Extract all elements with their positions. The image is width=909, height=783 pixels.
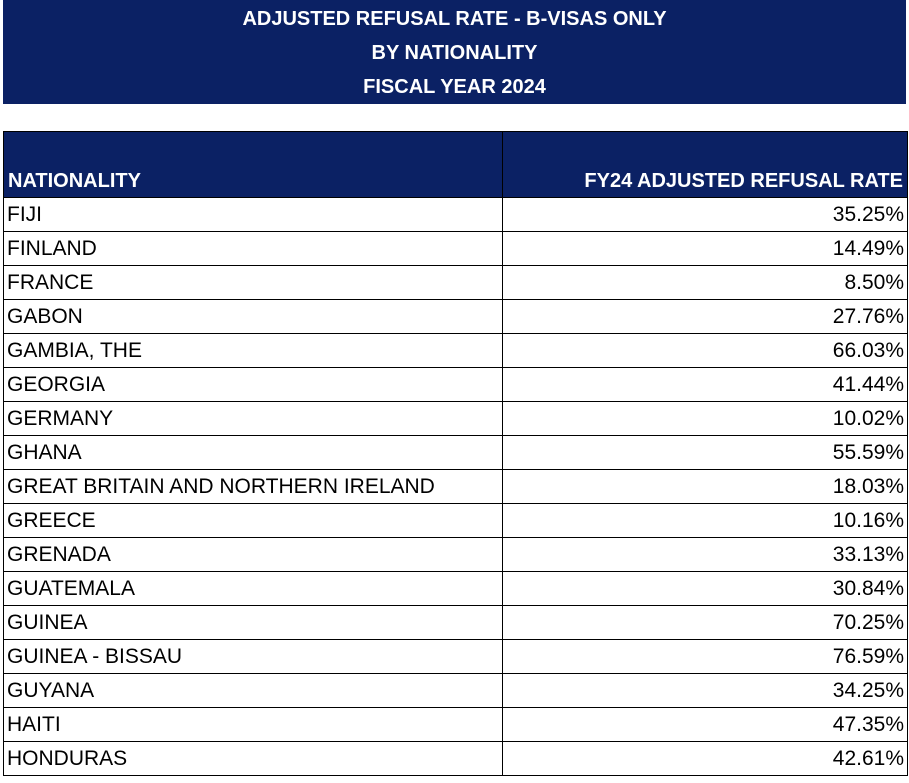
table-row: FIJI 35.25% (3, 197, 908, 232)
nationality-cell: GUATEMALA (3, 571, 503, 606)
title-line-3: FISCAL YEAR 2024 (363, 76, 546, 98)
nationality-cell: GERMANY (3, 401, 503, 436)
table-row: GUYANA 34.25% (3, 673, 908, 708)
table-row: GEORGIA 41.44% (3, 367, 908, 402)
nationality-cell: GRENADA (3, 537, 503, 572)
table-row: GHANA 55.59% (3, 435, 908, 470)
refusal-rate-cell: 33.13% (502, 537, 908, 572)
title-banner: ADJUSTED REFUSAL RATE - B-VISAS ONLY BY … (3, 0, 906, 104)
table-row: HAITI 47.35% (3, 707, 908, 742)
table-row: GREAT BRITAIN AND NORTHERN IRELAND 18.03% (3, 469, 908, 504)
nationality-cell: FINLAND (3, 231, 503, 266)
refusal-rate-cell: 8.50% (502, 265, 908, 300)
nationality-cell: GUINEA (3, 605, 503, 640)
title-line-2: BY NATIONALITY (371, 42, 538, 64)
nationality-cell: HONDURAS (3, 741, 503, 776)
table-row: GRENADA 33.13% (3, 537, 908, 572)
nationality-cell: GHANA (3, 435, 503, 470)
column-header-nationality: NATIONALITY (3, 131, 503, 198)
table-row: GABON 27.76% (3, 299, 908, 334)
table-row: FRANCE 8.50% (3, 265, 908, 300)
table-row: GAMBIA, THE 66.03% (3, 333, 908, 368)
nationality-cell: HAITI (3, 707, 503, 742)
refusal-rate-cell: 14.49% (502, 231, 908, 266)
table-body: FIJI 35.25% FINLAND 14.49% FRANCE 8.50% GABON 2… (3, 197, 908, 776)
refusal-rate-cell: 10.02% (502, 401, 908, 436)
nationality-cell: GREECE (3, 503, 503, 538)
table-row: GUINEA - BISSAU 76.59% (3, 639, 908, 674)
title-line-1: ADJUSTED REFUSAL RATE - B-VISAS ONLY (242, 8, 667, 30)
table-row: GERMANY 10.02% (3, 401, 908, 436)
refusal-rate-cell: 41.44% (502, 367, 908, 402)
nationality-cell: GUINEA - BISSAU (3, 639, 503, 674)
table-row: FINLAND 14.49% (3, 231, 908, 266)
refusal-rate-cell: 42.61% (502, 741, 908, 776)
refusal-rate-cell: 76.59% (502, 639, 908, 674)
refusal-rate-cell: 10.16% (502, 503, 908, 538)
refusal-rate-cell: 55.59% (502, 435, 908, 470)
nationality-cell: FIJI (3, 197, 503, 232)
table-header-row: NATIONALITY FY24 ADJUSTED REFUSAL RATE (3, 131, 908, 198)
column-header-rate: FY24 ADJUSTED REFUSAL RATE (502, 131, 908, 198)
refusal-rate-table: NATIONALITY FY24 ADJUSTED REFUSAL RATE F… (3, 131, 908, 776)
table-row: GREECE 10.16% (3, 503, 908, 538)
refusal-rate-cell: 70.25% (502, 605, 908, 640)
refusal-rate-cell: 66.03% (502, 333, 908, 368)
refusal-rate-cell: 34.25% (502, 673, 908, 708)
nationality-cell: GREAT BRITAIN AND NORTHERN IRELAND (3, 469, 503, 504)
nationality-cell: FRANCE (3, 265, 503, 300)
nationality-cell: GUYANA (3, 673, 503, 708)
refusal-rate-cell: 47.35% (502, 707, 908, 742)
table-row: GUATEMALA 30.84% (3, 571, 908, 606)
refusal-rate-cell: 18.03% (502, 469, 908, 504)
nationality-cell: GABON (3, 299, 503, 334)
refusal-rate-cell: 27.76% (502, 299, 908, 334)
refusal-rate-cell: 35.25% (502, 197, 908, 232)
table-row: HONDURAS 42.61% (3, 741, 908, 776)
refusal-rate-cell: 30.84% (502, 571, 908, 606)
nationality-cell: GEORGIA (3, 367, 503, 402)
nationality-cell: GAMBIA, THE (3, 333, 503, 368)
table-row: GUINEA 70.25% (3, 605, 908, 640)
